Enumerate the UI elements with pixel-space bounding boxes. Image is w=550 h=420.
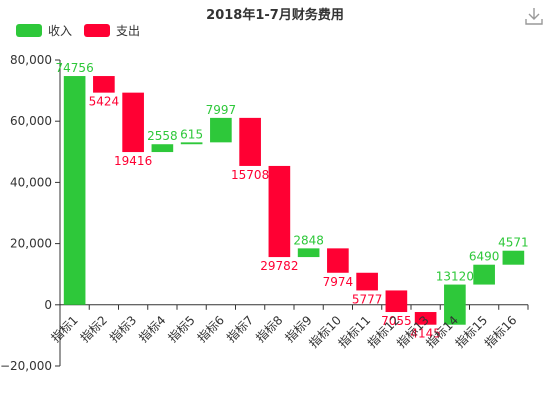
y-tick-label: −20,000 [0,359,52,373]
income-bar [63,76,86,305]
legend-swatch-income [16,24,42,37]
income-bar [151,144,174,153]
expense-bar [385,290,408,313]
expense-bar [239,117,261,166]
expense-data-label: 19416 [114,154,152,168]
income-bar [297,248,320,258]
chart-title: 2018年1-7月财务费用 [206,8,344,23]
income-data-label: 615 [180,127,203,141]
income-bar [210,117,232,143]
income-bar [180,142,203,145]
y-tick-label: 20,000 [10,237,52,251]
expense-bar [414,312,437,325]
x-tick-label: 指标3 [106,312,139,345]
expense-data-label: 5424 [89,95,120,109]
y-tick-label: 0 [44,298,52,312]
legend-item-income[interactable]: 收入 [16,22,72,39]
x-tick-label: 指标11 [335,312,373,350]
expense-bar [327,248,349,273]
expense-data-label: 29782 [260,259,298,273]
expense-bar [356,272,378,291]
x-tick-label: 指标4 [136,312,169,345]
expense-data-label: 15708 [231,168,269,182]
income-data-label: 2558 [147,129,178,143]
expense-bar [122,92,144,153]
income-bar [444,284,466,325]
expense-data-label: 5777 [352,292,383,306]
y-tick-label: 60,000 [10,114,52,128]
income-data-label: 7997 [206,103,237,117]
expense-data-label: 4145 [410,327,441,341]
x-tick-label: 指标1 [48,312,81,345]
legend: 收入 支出 [16,22,140,39]
income-data-label: 74756 [56,61,94,75]
income-data-label: 6490 [469,250,500,264]
x-tick-label: 指标16 [481,312,519,350]
legend-label-income: 收入 [48,24,73,38]
x-tick-label: 指标6 [194,312,227,345]
x-tick-label: 指标5 [165,312,198,345]
expense-bar [268,165,291,258]
expense-bar [93,76,115,93]
income-data-label: 4571 [498,236,529,250]
x-tick-label: 指标7 [223,312,256,345]
legend-swatch-expense [84,24,111,37]
income-bar [473,264,495,285]
income-data-label: 2848 [293,233,324,247]
x-tick-label: 指标2 [77,312,110,345]
y-tick-label: 40,000 [10,175,52,189]
legend-item-expense[interactable]: 支出 [84,22,140,39]
income-data-label: 13120 [436,270,474,284]
download-icon[interactable] [524,6,544,26]
legend-label-expense: 支出 [116,24,141,38]
x-tick-label: 指标10 [306,312,344,350]
income-bar [502,250,525,265]
expense-data-label: 7055 [381,314,412,328]
x-tick-label: 指标8 [253,312,286,345]
expense-data-label: 7974 [323,275,354,289]
y-tick-label: 80,000 [10,53,52,67]
